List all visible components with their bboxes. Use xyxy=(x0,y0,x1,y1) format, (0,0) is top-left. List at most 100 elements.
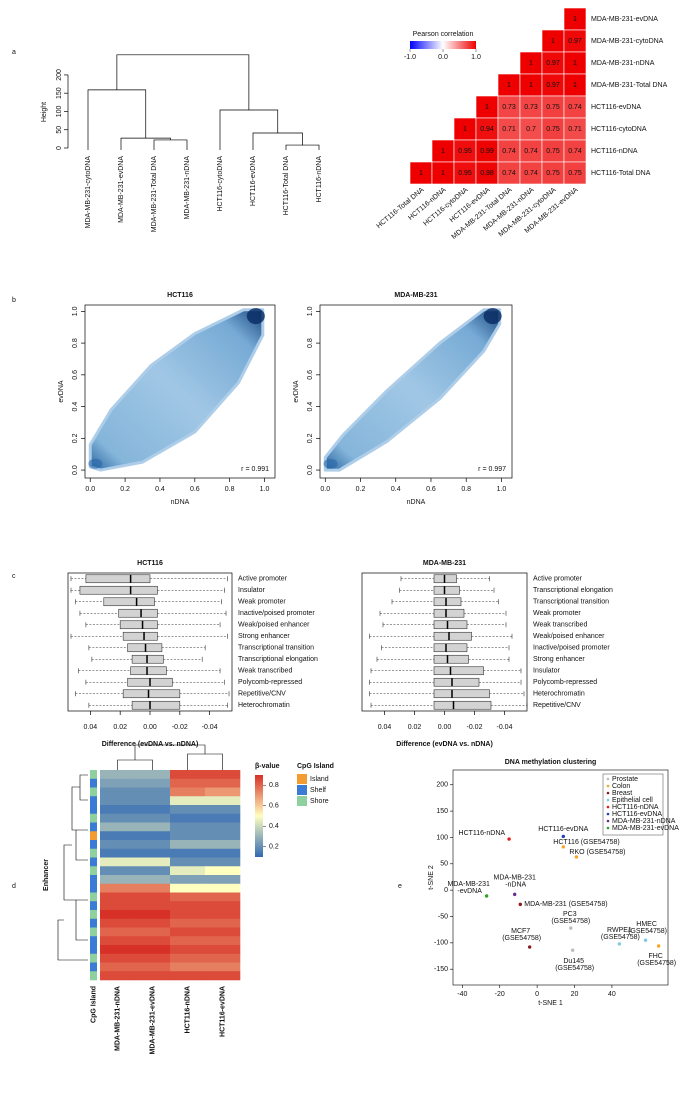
box xyxy=(433,677,480,687)
cpg-cell xyxy=(90,927,97,937)
x-axis-title: t-SNE 1 xyxy=(538,1000,563,1007)
category-label: Weak transcribed xyxy=(533,622,587,629)
box xyxy=(433,631,472,641)
heatmap-cell xyxy=(170,848,206,858)
heatmap-cell xyxy=(205,822,241,832)
heatmap-cell xyxy=(170,910,206,920)
colorbar xyxy=(410,41,476,49)
cell-label: 1 xyxy=(573,16,577,23)
heatmap-cell xyxy=(170,945,206,955)
cpg-cell xyxy=(90,910,97,920)
heatmap-cell xyxy=(170,813,206,823)
cell-label: 0.74 xyxy=(502,148,516,155)
point xyxy=(617,942,622,946)
cell-label: 0.74 xyxy=(568,148,582,155)
y-tick-label: 50 xyxy=(440,861,448,868)
cpg-cell xyxy=(90,953,97,963)
dendrogram-link xyxy=(252,132,303,150)
heatmap-cell xyxy=(205,813,241,823)
point xyxy=(656,944,661,948)
annotation: r = 0.997 xyxy=(478,466,506,473)
cpg-cell xyxy=(90,831,97,841)
box xyxy=(433,620,468,630)
category-label: Repetitive/CNV xyxy=(533,702,581,709)
heatmap-cell xyxy=(170,857,206,867)
cell-label: 0.75 xyxy=(546,126,560,133)
x-tick-label: 0.8 xyxy=(225,486,235,493)
point xyxy=(507,837,511,841)
cpg-cell xyxy=(90,787,97,797)
cell-label: 0.99 xyxy=(480,148,494,155)
heatmap-cell xyxy=(100,778,136,788)
box xyxy=(433,585,460,595)
heatmap-cell xyxy=(100,848,136,858)
x-tick-label: 0.6 xyxy=(190,486,200,493)
point-label: HMEC (GSE54758) xyxy=(628,921,667,935)
colorbar-tick-label: 0.4 xyxy=(269,823,279,830)
row-label: MDA-MB-231-cytoDNA xyxy=(591,38,664,45)
cell-label: 0.74 xyxy=(502,170,516,177)
heatmap-cell xyxy=(205,866,241,876)
y-axis-title: t-SNE 2 xyxy=(428,865,435,890)
heatmap-cell xyxy=(170,901,206,911)
cell-label: 0.97 xyxy=(546,60,560,67)
row-label: HCT116-nDNA xyxy=(591,148,638,155)
heatmap-cell xyxy=(100,936,136,946)
y-tick-label: 0.0 xyxy=(72,465,79,475)
chart-title: MDA-MB-231 xyxy=(394,292,437,299)
x-tick-label: 0.00 xyxy=(143,724,157,731)
y-tick-label: -50 xyxy=(438,913,448,920)
cpg-cell xyxy=(90,796,97,806)
legend-box xyxy=(602,773,664,836)
cell-label: 0.74 xyxy=(524,170,538,177)
heatmap-cell xyxy=(205,918,241,928)
heatmap-cell xyxy=(135,805,171,815)
density-core xyxy=(483,308,502,325)
heatmap-cell xyxy=(135,831,171,841)
heatmap-cell xyxy=(170,927,206,937)
dendrogram-link xyxy=(87,89,147,150)
legend-marker xyxy=(606,798,610,802)
cpg-cell xyxy=(90,962,97,972)
y-tick-label: 0.4 xyxy=(307,402,314,412)
heatmap-cell xyxy=(170,892,206,902)
cell-label: 0.73 xyxy=(524,104,538,111)
heatmap-cell xyxy=(205,787,241,797)
point-label: MDA-MB-231 -evDNA xyxy=(447,881,491,895)
x-tick-label: 0.00 xyxy=(438,724,452,731)
category-label: Weak/poised enhancer xyxy=(238,622,310,629)
x-tick-label: 1.0 xyxy=(497,486,507,493)
cpg-cell xyxy=(90,936,97,946)
cpg-cell xyxy=(90,918,97,928)
heatmap-cell xyxy=(205,857,241,867)
x-tick-label: 0.8 xyxy=(461,486,471,493)
heatmap-cell xyxy=(135,962,171,972)
dendrogram-link xyxy=(120,137,171,150)
panel-label: a xyxy=(12,49,16,56)
x-tick-label: 0.2 xyxy=(120,486,130,493)
column-label: CpG Island xyxy=(90,986,97,1023)
y-axis-title: evDNA xyxy=(58,380,65,403)
category-label: Inactive/poised promoter xyxy=(238,610,315,617)
heatmap-cell xyxy=(205,848,241,858)
category-label: Weak promoter xyxy=(533,610,581,617)
chart-title: HCT116 xyxy=(167,292,193,299)
point-label: HCT116-nDNA xyxy=(459,830,506,837)
heatmap-cell xyxy=(205,892,241,902)
cpg-cell xyxy=(90,857,97,867)
dendrogram-link xyxy=(285,144,320,150)
category-label: Insulator xyxy=(533,668,561,675)
heatmap-cell xyxy=(205,901,241,911)
density-cloud xyxy=(323,308,502,472)
heatmap-cell xyxy=(100,796,136,806)
density-core xyxy=(323,458,338,469)
dendrogram-link xyxy=(219,109,279,150)
legend-title: β-value xyxy=(255,763,280,770)
y-tick-label: -150 xyxy=(434,966,448,973)
heatmap-cell xyxy=(170,936,206,946)
leaf-label: MDA-MB-231-nDNA xyxy=(184,156,191,220)
legend-label: Prostate xyxy=(612,776,638,783)
x-tick-label: 20 xyxy=(571,991,579,998)
cpg-cell xyxy=(90,866,97,876)
y-tick-label: 0.6 xyxy=(72,370,79,380)
